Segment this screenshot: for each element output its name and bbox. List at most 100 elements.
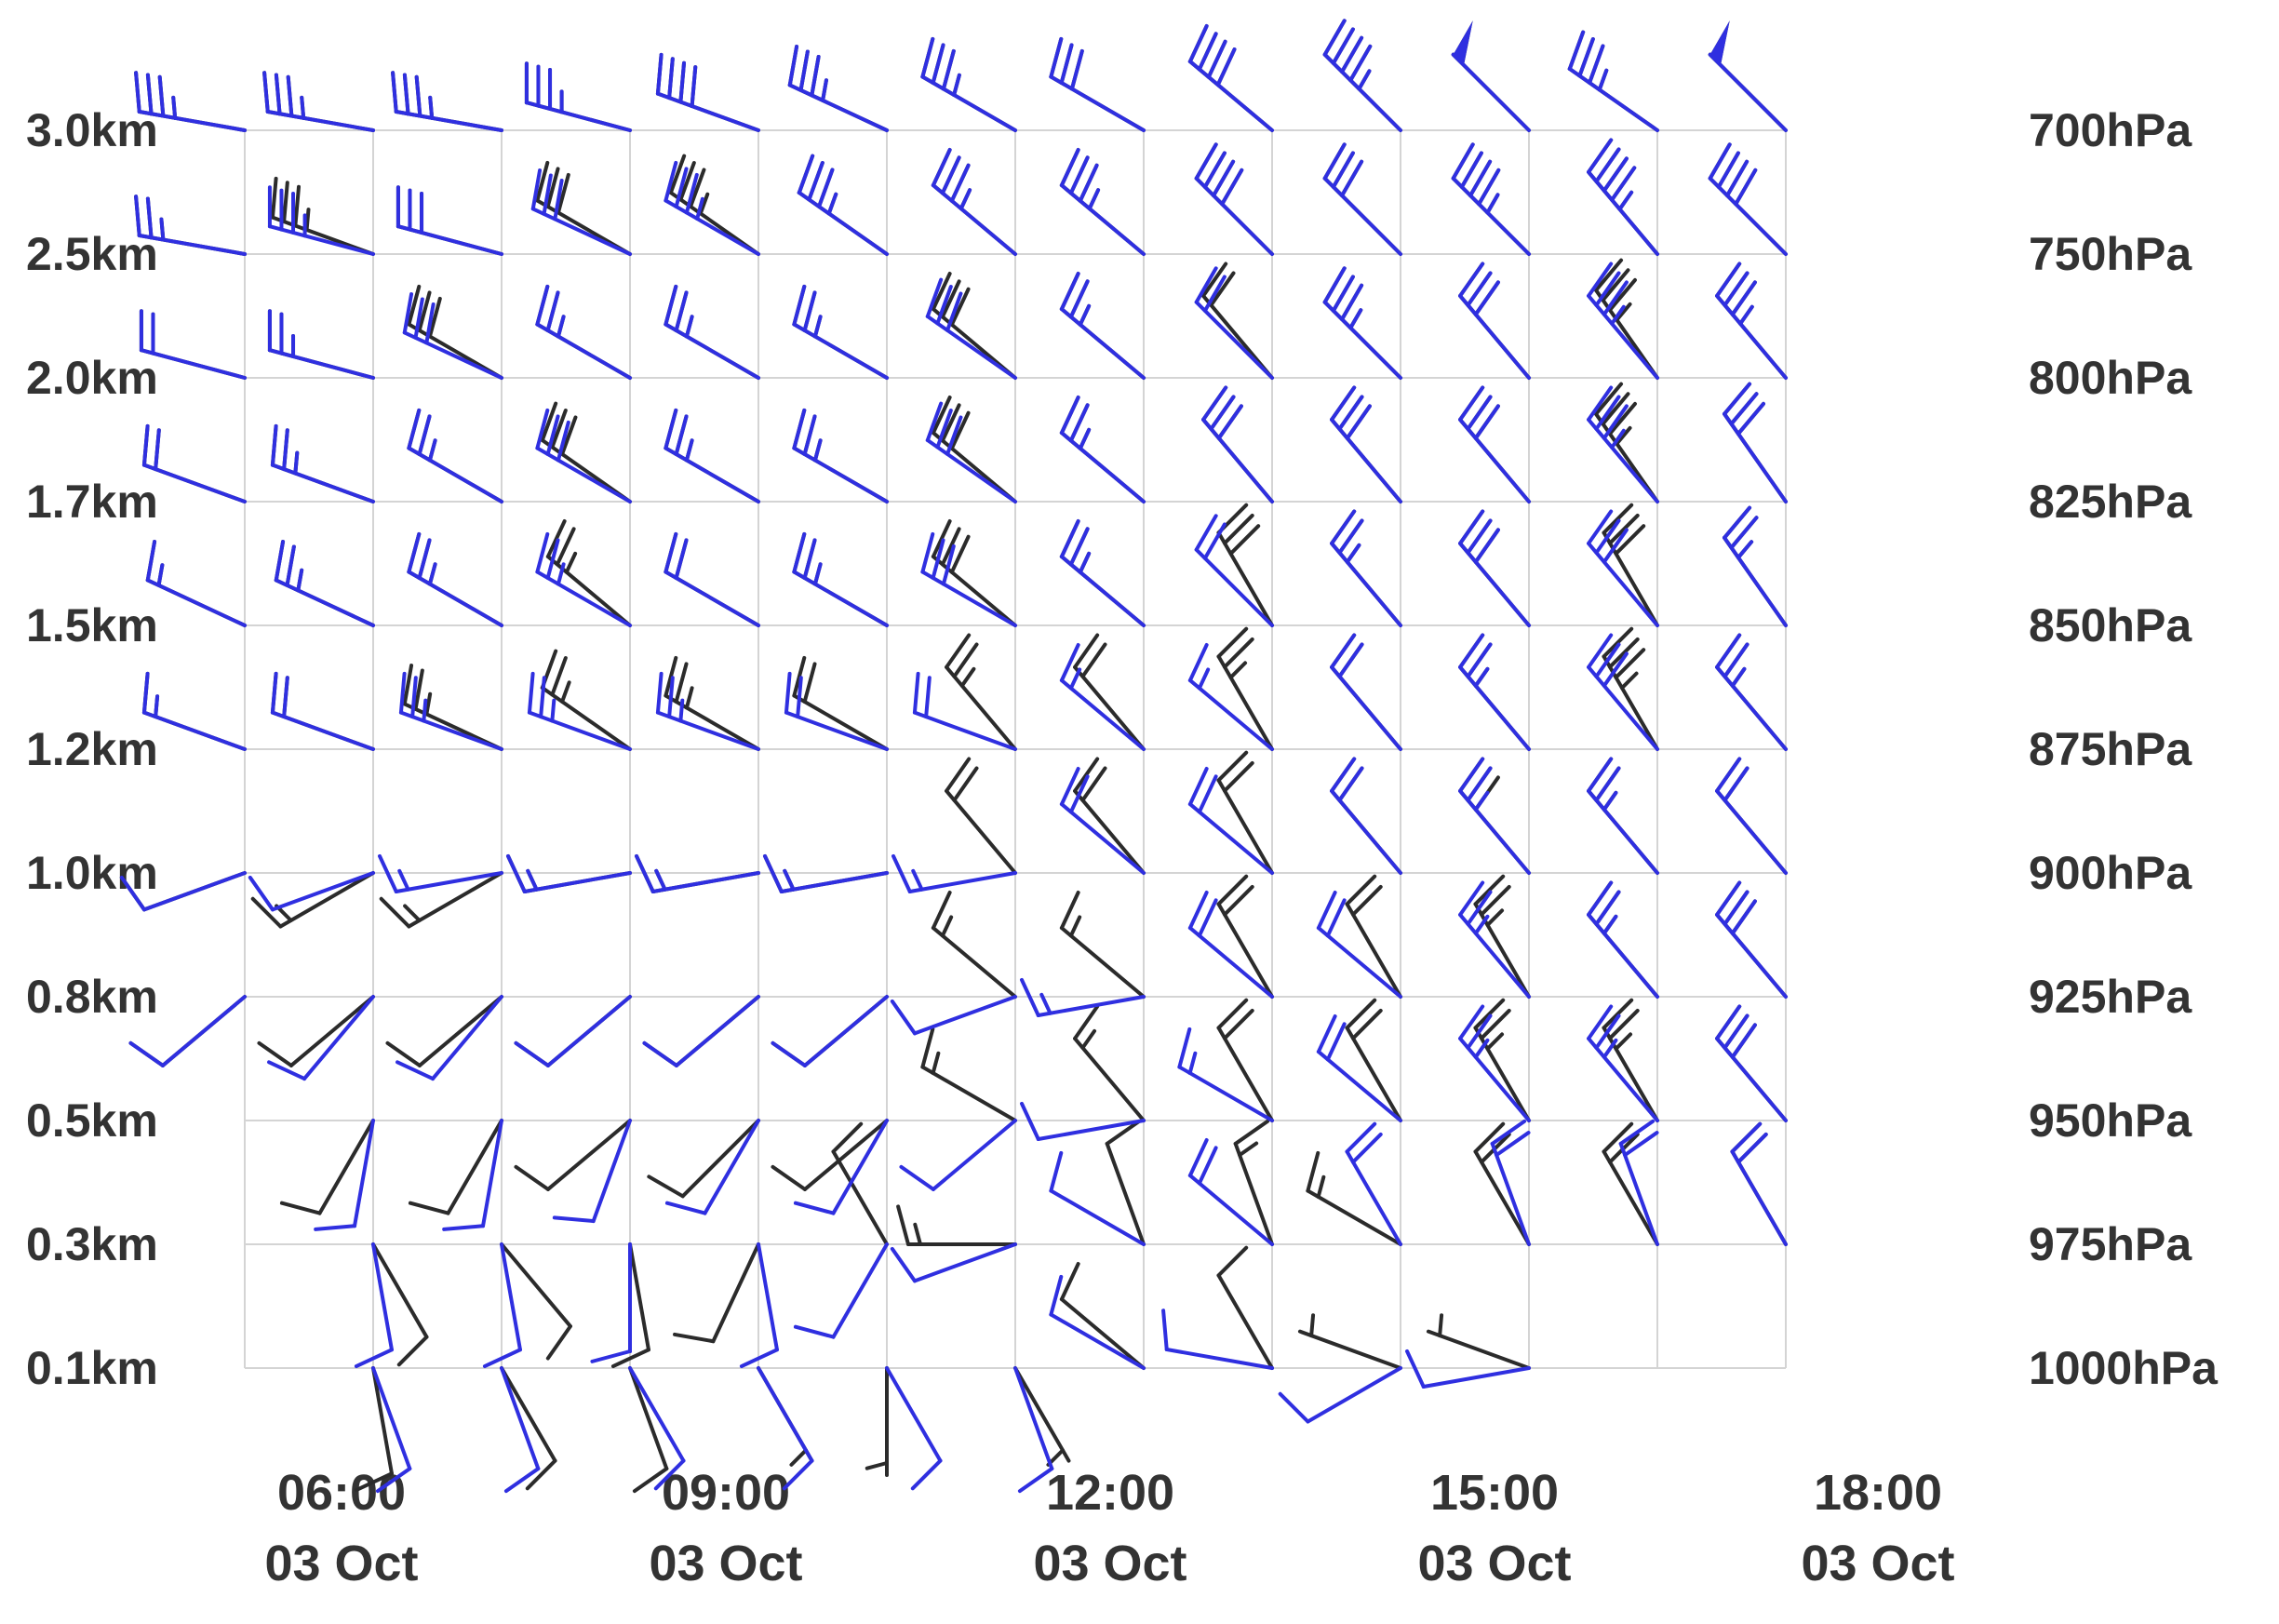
barb-half-feather — [1736, 540, 1754, 560]
barb-staff — [267, 348, 375, 380]
wind-barb — [1715, 1004, 1788, 1122]
barb-full-feather — [408, 1201, 450, 1215]
barb-staff — [1330, 664, 1402, 751]
wind-barb — [1330, 633, 1402, 751]
wind-barb — [1059, 396, 1146, 503]
barb-staff — [1322, 52, 1402, 132]
barb-staff — [417, 995, 503, 1067]
barb-staff — [1059, 183, 1146, 256]
wind-barb — [1594, 382, 1659, 503]
barb-half-feather — [1485, 193, 1500, 215]
barb-half-feather — [1738, 304, 1754, 326]
wind-barb — [1322, 142, 1402, 256]
wind-barb — [920, 1027, 1017, 1122]
barb-full-feather — [545, 167, 560, 208]
wind-barb — [1059, 519, 1146, 627]
barb-half-feather — [826, 192, 838, 216]
wind-barb — [1187, 1138, 1274, 1246]
barb-full-feather — [1322, 142, 1347, 181]
wind-barb — [642, 995, 760, 1067]
barb-staff — [270, 871, 375, 912]
barb-staff — [540, 686, 632, 751]
barb-full-feather — [1723, 505, 1752, 540]
barb-half-feather — [154, 694, 160, 719]
barb-full-feather — [1194, 142, 1218, 181]
barb-full-feather — [417, 414, 432, 456]
right-axis-tick-label: 875hPa — [2029, 723, 2192, 775]
barb-full-feather — [1340, 159, 1364, 198]
wind-barb — [1490, 1119, 1531, 1246]
wind-barb — [407, 531, 503, 627]
barb-staff — [650, 871, 760, 893]
barb-full-feather — [771, 1040, 807, 1067]
barb-half-feather — [1615, 425, 1632, 446]
barb-staff — [1715, 788, 1788, 875]
barb-staff — [302, 995, 375, 1081]
barb-full-feather — [1623, 1131, 1659, 1158]
wind-barb — [1216, 1245, 1274, 1370]
wind-barb — [1013, 1366, 1054, 1494]
barb-full-feather — [1161, 1309, 1169, 1352]
barb-half-feather — [911, 868, 924, 892]
wind-barb — [274, 540, 375, 627]
barb-staff — [1587, 417, 1659, 503]
wind-barb — [628, 1366, 686, 1491]
wind-barb — [407, 408, 503, 503]
barb-staff — [1458, 541, 1531, 627]
barb-full-feather — [1325, 1022, 1347, 1062]
barb-staff — [371, 1242, 429, 1339]
barb-staff — [1618, 1141, 1659, 1246]
barb-full-feather — [1331, 27, 1355, 65]
barb-full-feather — [674, 414, 689, 456]
wind-barb — [500, 1242, 572, 1361]
barb-full-feather — [1723, 382, 1752, 416]
wind-barb — [1451, 142, 1531, 256]
right-axis-tick-label: 900hPa — [2029, 847, 2192, 899]
barb-full-feather — [535, 531, 550, 574]
barb-full-feather — [1202, 151, 1227, 189]
barb-staff — [920, 1065, 1017, 1122]
barb-staff — [1036, 995, 1146, 1017]
wind-barb — [739, 1242, 779, 1369]
barb-staff — [1216, 1026, 1274, 1122]
barb-full-feather — [540, 401, 558, 443]
barb-full-feather — [1209, 271, 1236, 307]
barb-staff — [655, 91, 760, 132]
barb-full-feather — [270, 176, 278, 220]
barb-full-feather — [931, 891, 952, 931]
barb-half-feather — [1485, 908, 1505, 927]
barb-full-feather — [1495, 1131, 1531, 1158]
wind-barb — [379, 871, 503, 929]
wind-barb — [1451, 20, 1531, 132]
barb-full-feather — [145, 540, 157, 583]
barb-half-feather — [1610, 428, 1626, 450]
barb-full-feather — [1216, 998, 1249, 1030]
wind-barb — [792, 531, 889, 627]
right-axis-tick-label: 700hPa — [2029, 104, 2192, 156]
barb-full-feather — [1480, 884, 1511, 917]
wind-barb — [371, 1366, 412, 1494]
barb-full-feather — [1708, 142, 1732, 181]
barb-full-feather — [527, 671, 535, 715]
barb-full-feather — [941, 544, 956, 586]
barb-staff — [1451, 52, 1531, 132]
barb-full-feather — [920, 36, 935, 79]
barb-full-feather — [1594, 271, 1621, 307]
wind-barb — [1426, 1313, 1531, 1370]
barb-staff — [1059, 678, 1146, 751]
barb-full-feather — [931, 43, 945, 85]
barb-full-feather — [1331, 151, 1355, 189]
barb-full-feather — [1337, 642, 1364, 678]
barb-staff — [1330, 788, 1402, 875]
barb-staff — [1216, 530, 1274, 627]
barb-full-feather — [514, 1164, 550, 1191]
barb-full-feather — [1594, 890, 1621, 926]
barb-full-feather — [1228, 524, 1261, 556]
wind-barb — [1059, 891, 1146, 999]
barb-full-feather — [945, 633, 972, 669]
barb-full-feather — [1177, 1027, 1192, 1069]
wind-barb — [119, 871, 247, 912]
barb-full-feather — [1473, 874, 1506, 906]
barb-full-feather — [1201, 262, 1228, 298]
barb-full-feather — [314, 1224, 357, 1231]
